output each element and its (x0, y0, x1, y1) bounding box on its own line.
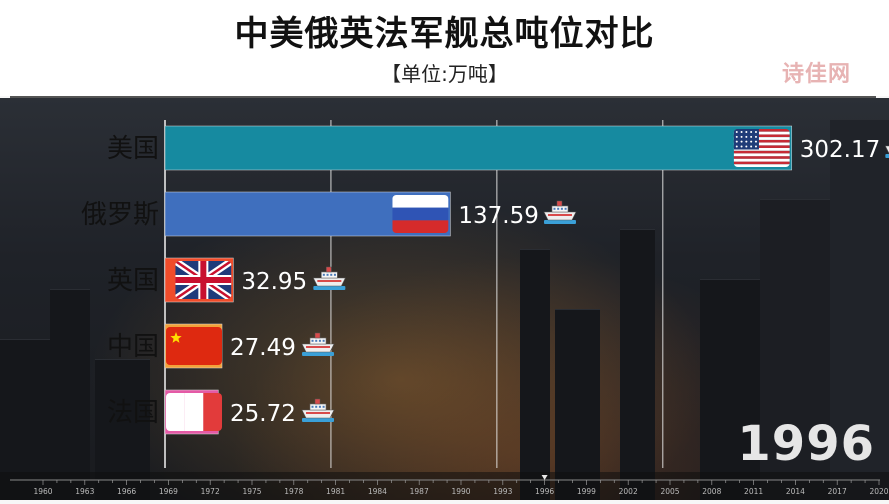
timeline-label: 2008 (702, 487, 721, 496)
chart-title: 中美俄英法军舰总吨位对比 (234, 14, 655, 54)
watermark-logo: 诗佳网 (781, 62, 851, 87)
timeline-label: 1969 (159, 487, 178, 496)
current-year: 1996 (737, 416, 875, 472)
timeline-label: 1999 (577, 487, 596, 496)
value-label: 32.95 (241, 269, 307, 295)
timeline-label: 1966 (117, 487, 136, 496)
header: 中美俄英法军舰总吨位对比 【单位:万吨】 诗佳网 (0, 0, 889, 96)
timeline-marker[interactable] (541, 475, 548, 480)
value-label: 25.72 (230, 401, 296, 427)
timeline-label: 1981 (326, 487, 345, 496)
flag-france-icon (166, 393, 222, 431)
flag-russia-icon (392, 195, 449, 233)
category-label: 英国 (107, 266, 159, 296)
timeline-label: 2014 (786, 487, 805, 496)
category-label: 美国 (107, 134, 159, 164)
timeline-label: 1984 (368, 487, 387, 496)
value-label: 27.49 (230, 335, 296, 361)
bar-row: 法国 25.72 (107, 389, 335, 435)
bar-row: 英国 32.95 (107, 257, 346, 303)
ship-icon (312, 266, 346, 290)
bar-row: 俄罗斯 137.59 (81, 191, 577, 237)
flag-uk-icon (175, 261, 232, 299)
bar-chart: 美国 302.17 俄罗斯 137.59 英国 32.95 中国 27.49 法国 25.72 (81, 120, 889, 468)
title-divider (10, 96, 876, 98)
ship-icon (301, 398, 335, 422)
bar-row: 美国 302.17 (107, 125, 889, 171)
flag-china-icon (166, 327, 222, 365)
category-label: 中国 (107, 332, 159, 362)
bar (164, 125, 793, 171)
ship-icon (301, 332, 335, 356)
category-label: 俄罗斯 (81, 200, 159, 230)
ship-icon (884, 145, 889, 158)
bars: 美国 302.17 俄罗斯 137.59 英国 32.95 中国 27.49 法国 25.72 (81, 125, 889, 435)
category-label: 法国 (107, 398, 159, 428)
timeline-label: 1978 (284, 487, 303, 496)
timeline-label: 2005 (660, 487, 679, 496)
timeline[interactable]: 1960 1963 1966 1969 1972 1975 1978 1981 1984 1987… (0, 472, 889, 500)
timeline-label: 2011 (744, 487, 763, 496)
timeline-label: 1972 (201, 487, 220, 496)
timeline-label: 1963 (75, 487, 94, 496)
timeline-label: 1993 (493, 487, 512, 496)
timeline-label: 2017 (828, 487, 847, 496)
ship-icon (543, 200, 577, 224)
flag-usa-icon (733, 129, 790, 167)
timeline-label: 1996 (535, 487, 554, 496)
timeline-label: 1960 (33, 487, 52, 496)
timeline-label: 2002 (619, 487, 638, 496)
timeline-label: 1987 (410, 487, 429, 496)
value-label: 302.17 (800, 137, 880, 163)
timeline-label: 2020 (869, 487, 888, 496)
timeline-label: 1990 (451, 487, 470, 496)
chart-subtitle: 【单位:万吨】 (381, 62, 508, 86)
bar-row: 中国 27.49 (107, 323, 335, 369)
value-label: 137.59 (458, 203, 538, 229)
timeline-label: 1975 (242, 487, 261, 496)
